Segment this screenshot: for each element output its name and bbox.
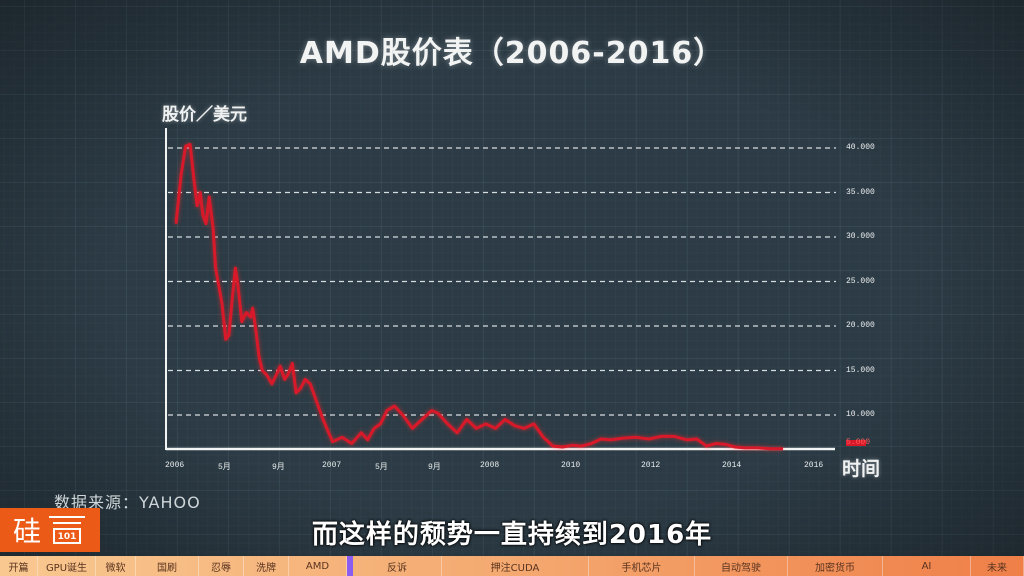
nav-chapter-9[interactable]: 押注CUDA: [442, 556, 589, 576]
x-tick-label: 2008: [480, 461, 500, 470]
y-tick-label: 5.000: [846, 438, 871, 447]
x-axis-label: 时间: [842, 458, 881, 480]
chart-title: AMD股价表（2006-2016）: [299, 36, 725, 71]
x-tick-label: 2006: [165, 461, 185, 470]
x-tick-label: 2014: [722, 461, 742, 470]
nav-chapter-6[interactable]: AMD: [289, 556, 347, 576]
subtitle-caption: 而这样的颓势一直持续到2016年: [311, 520, 713, 550]
progress-marker[interactable]: [347, 556, 353, 576]
nav-chapter-10[interactable]: 手机芯片: [589, 556, 695, 576]
x-tick-label: 5月: [375, 463, 388, 472]
channel-logo: 硅 101: [0, 508, 100, 552]
nav-chapter-11[interactable]: 自动驾驶: [695, 556, 788, 576]
nav-chapter-2[interactable]: 微软: [96, 556, 136, 576]
x-tick-label: 5月: [218, 463, 231, 472]
y-tick-label: 15.000: [846, 365, 875, 375]
nav-chapter-0[interactable]: 开篇: [0, 556, 38, 576]
x-tick-label: 9月: [428, 463, 441, 472]
chapter-navbar: 开篇 GPU诞生 微软 国刷 忍辱 洗牌 AMD 反诉 押注CUDA 手机芯片 自动驾驶 加密货币 AI…: [0, 556, 1024, 576]
nav-chapter-8[interactable]: 反诉: [353, 556, 442, 576]
5-label-highlight: [846, 440, 866, 446]
y-axis-label: 股价／美元: [162, 105, 247, 125]
y-tick-label: 25.000: [846, 276, 875, 286]
x-tick-label: 2007: [322, 461, 342, 470]
logo-character: 硅: [12, 515, 41, 548]
y-tick-label: 20.000: [846, 321, 875, 330]
nav-chapter-12[interactable]: 加密货币: [788, 556, 883, 576]
x-tick-label: 9月: [272, 463, 285, 472]
data-source: 数据来源：YAHOO: [54, 493, 201, 512]
nav-chapter-13[interactable]: AI: [883, 556, 971, 576]
price-line: [174, 142, 783, 451]
house-icon: 101: [47, 514, 87, 546]
nav-chapter-5[interactable]: 洗牌: [244, 556, 289, 576]
y-tick-label: 35.000: [846, 187, 875, 197]
x-tick-label: 2016: [804, 461, 824, 470]
nav-chapter-14[interactable]: 未来: [971, 556, 1024, 576]
y-tick-label: 40.000: [846, 143, 875, 152]
x-tick-label: 2010: [561, 461, 581, 470]
nav-chapter-4[interactable]: 忍辱: [199, 556, 244, 576]
x-tick-label: 2012: [641, 461, 661, 470]
nav-chapter-1[interactable]: GPU诞生: [38, 556, 96, 576]
nav-chapter-3[interactable]: 国刷: [136, 556, 199, 576]
y-tick-label: 10.000: [846, 410, 875, 419]
y-tick-label: 30.000: [846, 232, 875, 241]
